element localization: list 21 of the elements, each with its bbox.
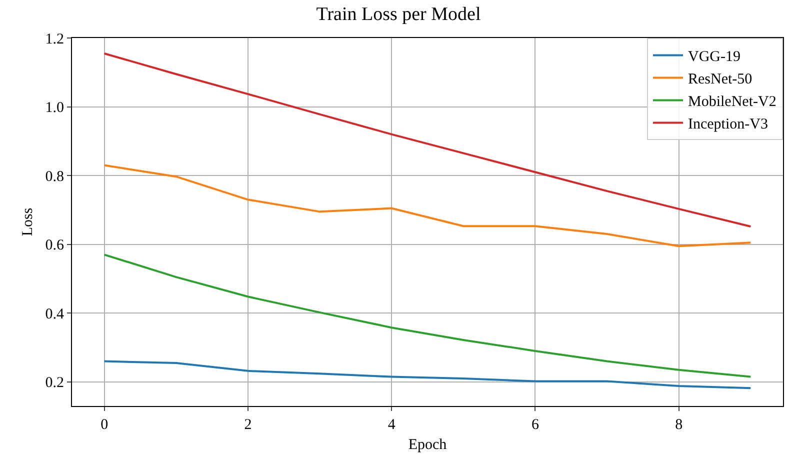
line-series [103, 164, 752, 248]
x-tick-label: 2 [244, 417, 252, 433]
x-tick-label: 0 [100, 417, 108, 433]
line-series [103, 254, 752, 378]
legend-label: ResNet-50 [688, 72, 752, 88]
legend-label: MobileNet-V2 [688, 94, 776, 110]
chart-title: Train Loss per Model [316, 4, 481, 26]
x-axis-title: Epoch [408, 437, 448, 453]
legend-label: VGG-19 [688, 49, 740, 66]
y-tick-label: 1.0 [45, 100, 64, 116]
y-tick-label: 1.2 [45, 31, 64, 48]
x-tick-label: 4 [388, 417, 396, 433]
y-tick-label: 0.6 [45, 238, 64, 254]
y-tick-label: 0.8 [45, 168, 64, 185]
y-axis-title: Loss [20, 208, 36, 236]
x-tick-label: 6 [531, 417, 540, 433]
line-series [103, 360, 752, 390]
y-tick-label: 0.2 [45, 375, 64, 392]
x-tick-label: 8 [675, 417, 683, 433]
y-tick-label: 0.4 [45, 306, 64, 322]
legend-label: Inception-V3 [688, 116, 768, 133]
